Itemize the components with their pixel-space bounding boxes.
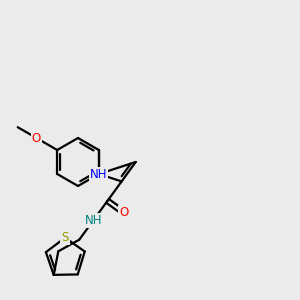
Text: NH: NH	[90, 167, 107, 181]
Text: O: O	[32, 131, 41, 145]
Text: S: S	[61, 231, 69, 244]
Text: O: O	[119, 206, 129, 219]
Text: NH: NH	[85, 214, 102, 227]
